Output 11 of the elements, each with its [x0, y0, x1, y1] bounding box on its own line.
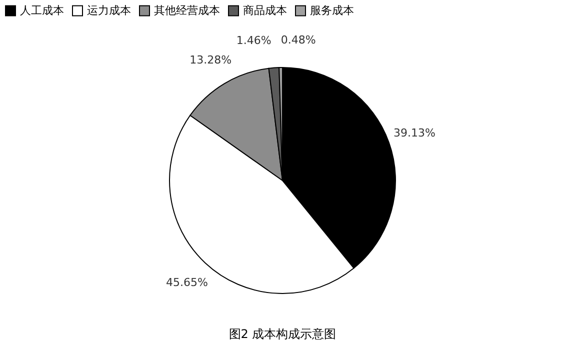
legend-label: 其他经营成本 — [154, 4, 220, 17]
text: 图2 成本构成示意图 — [228, 327, 336, 341]
data-label: 39.13% — [393, 126, 436, 140]
legend-label: 服务成本 — [310, 4, 354, 17]
data-label: 0.48% — [280, 34, 316, 47]
legend-label: 人工成本 — [20, 4, 64, 17]
legend-label: 商品成本 — [243, 4, 287, 17]
data-label: 45.65% — [166, 276, 208, 289]
data-label: 13.28% — [190, 53, 232, 66]
legend-label: 运力成本 — [87, 4, 131, 17]
data-label: 1.46% — [236, 34, 272, 47]
